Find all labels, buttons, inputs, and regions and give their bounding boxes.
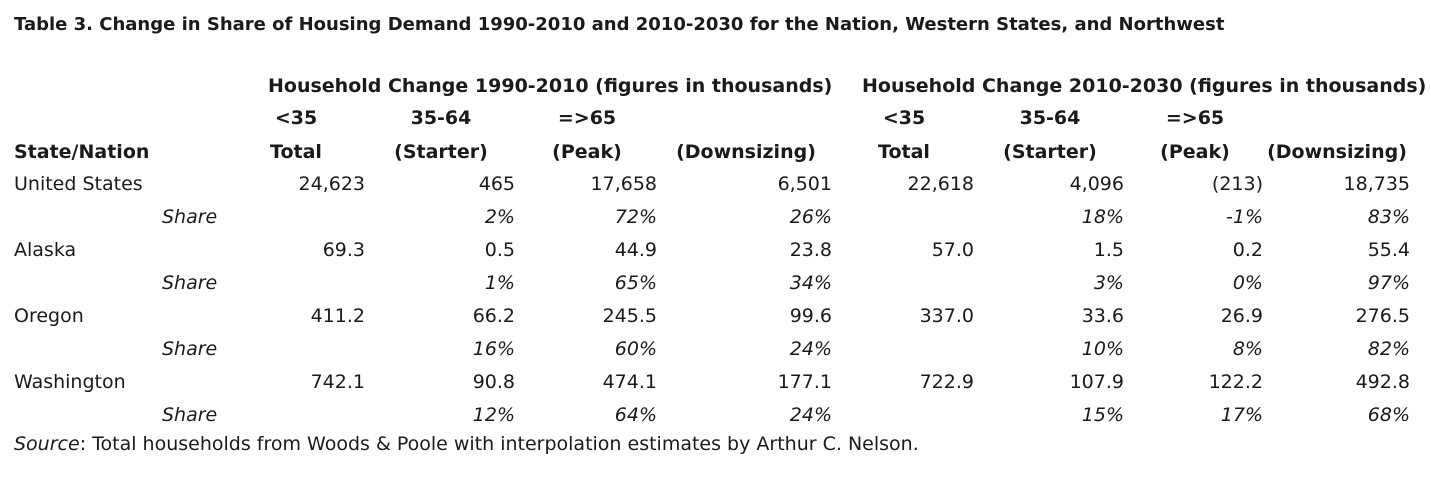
table-cell: 83% (1367, 206, 1410, 228)
table-cell: 10% (1081, 338, 1124, 360)
table-cell: 6,501 (777, 173, 832, 195)
table-cell: 99.6 (789, 305, 832, 327)
table-cell: 44.9 (614, 239, 657, 261)
table-cell: -1% (1226, 206, 1263, 228)
table-cell: 18,735 (1343, 173, 1410, 195)
age-header: =>65 (1165, 107, 1225, 129)
column-header: Total (878, 141, 930, 163)
table-cell: 742.1 (310, 371, 365, 393)
table-cell: 17% (1220, 404, 1263, 426)
row-label-share: Share (162, 404, 218, 426)
table-cell: 24% (789, 338, 832, 360)
table-cell: 24% (789, 404, 832, 426)
table-cell: 3% (1093, 272, 1124, 294)
column-header: (Downsizing) (676, 141, 816, 163)
table-cell: 276.5 (1355, 305, 1410, 327)
source-note: Source: Total households from Woods & Po… (14, 433, 919, 455)
table-cell: 55.4 (1367, 239, 1410, 261)
table-cell: (213) (1211, 173, 1263, 195)
table-cell: 23.8 (789, 239, 832, 261)
table-cell: 337.0 (919, 305, 974, 327)
row-label-share: Share (162, 206, 218, 228)
table-cell: 411.2 (310, 305, 365, 327)
age-header: <35 (274, 107, 318, 129)
row-label-share: Share (162, 272, 218, 294)
row-label: Alaska (14, 239, 77, 261)
column-header: (Peak) (1160, 141, 1230, 163)
table-cell: 0.5 (484, 239, 515, 261)
table-cell: 26.9 (1220, 305, 1263, 327)
row-label: Oregon (14, 305, 84, 327)
row-label: United States (14, 173, 143, 195)
table-cell: 492.8 (1355, 371, 1410, 393)
table-cell: 24,623 (298, 173, 365, 195)
table-cell: 474.1 (602, 371, 657, 393)
table-cell: 68% (1367, 404, 1410, 426)
table-cell: 33.6 (1081, 305, 1124, 327)
table-cell: 4,096 (1069, 173, 1124, 195)
row-label-share: Share (162, 338, 218, 360)
table-cell: 97% (1367, 272, 1410, 294)
table-cell: 12% (472, 404, 515, 426)
table-cell: 8% (1232, 338, 1263, 360)
age-header: 35-64 (410, 107, 472, 129)
table-cell: 82% (1367, 338, 1410, 360)
table-cell: 60% (614, 338, 657, 360)
table-cell: 2% (484, 206, 515, 228)
table-cell: 0% (1232, 272, 1263, 294)
column-header-state: State/Nation (14, 141, 150, 163)
table-cell: 0.2 (1232, 239, 1263, 261)
source-text: : Total households from Woods & Poole wi… (79, 433, 919, 455)
table-cell: 69.3 (322, 239, 365, 261)
group-header-2010-2030: Household Change 2010-2030 (figures in t… (862, 75, 1427, 97)
column-header: (Peak) (552, 141, 622, 163)
table-cell: 64% (614, 404, 657, 426)
table-cell: 18% (1081, 206, 1124, 228)
table-cell: 66.2 (472, 305, 515, 327)
table-cell: 15% (1081, 404, 1124, 426)
table-cell: 57.0 (931, 239, 974, 261)
table-cell: 26% (789, 206, 832, 228)
table-cell: 72% (614, 206, 657, 228)
table-cell: 122.2 (1208, 371, 1263, 393)
column-header: Total (270, 141, 322, 163)
column-header: (Downsizing) (1267, 141, 1407, 163)
table-cell: 245.5 (602, 305, 657, 327)
table-cell: 177.1 (777, 371, 832, 393)
group-header-1990-2010: Household Change 1990-2010 (figures in t… (268, 75, 833, 97)
row-label: Washington (14, 371, 126, 393)
table-cell: 22,618 (907, 173, 974, 195)
table-title: Table 3. Change in Share of Housing Dema… (14, 14, 1225, 35)
table-cell: 107.9 (1069, 371, 1124, 393)
table-cell: 90.8 (472, 371, 515, 393)
column-header: (Starter) (1003, 141, 1097, 163)
table-cell: 1% (484, 272, 515, 294)
age-header: <35 (882, 107, 926, 129)
table-cell: 34% (789, 272, 832, 294)
table-cell: 65% (614, 272, 657, 294)
table-cell: 16% (472, 338, 515, 360)
table-cell: 465 (478, 173, 515, 195)
table-cell: 722.9 (919, 371, 974, 393)
table-cell: 1.5 (1093, 239, 1124, 261)
table-cell: 17,658 (590, 173, 657, 195)
column-header: (Starter) (394, 141, 488, 163)
source-label: Source (14, 433, 80, 455)
age-header: =>65 (557, 107, 617, 129)
age-header: 35-64 (1019, 107, 1081, 129)
